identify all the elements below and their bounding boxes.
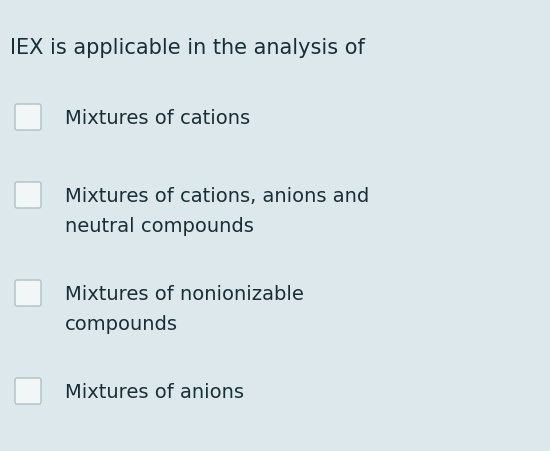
Text: compounds: compounds xyxy=(65,314,178,333)
FancyBboxPatch shape xyxy=(15,281,41,306)
Text: IEX is applicable in the analysis of: IEX is applicable in the analysis of xyxy=(10,38,365,58)
FancyBboxPatch shape xyxy=(15,105,41,131)
Text: neutral compounds: neutral compounds xyxy=(65,216,254,235)
FancyBboxPatch shape xyxy=(15,378,41,404)
Text: Mixtures of nonionizable: Mixtures of nonionizable xyxy=(65,284,304,303)
FancyBboxPatch shape xyxy=(15,183,41,208)
Text: Mixtures of cations: Mixtures of cations xyxy=(65,108,250,127)
Text: Mixtures of anions: Mixtures of anions xyxy=(65,382,244,400)
Text: Mixtures of cations, anions and: Mixtures of cations, anions and xyxy=(65,186,369,205)
